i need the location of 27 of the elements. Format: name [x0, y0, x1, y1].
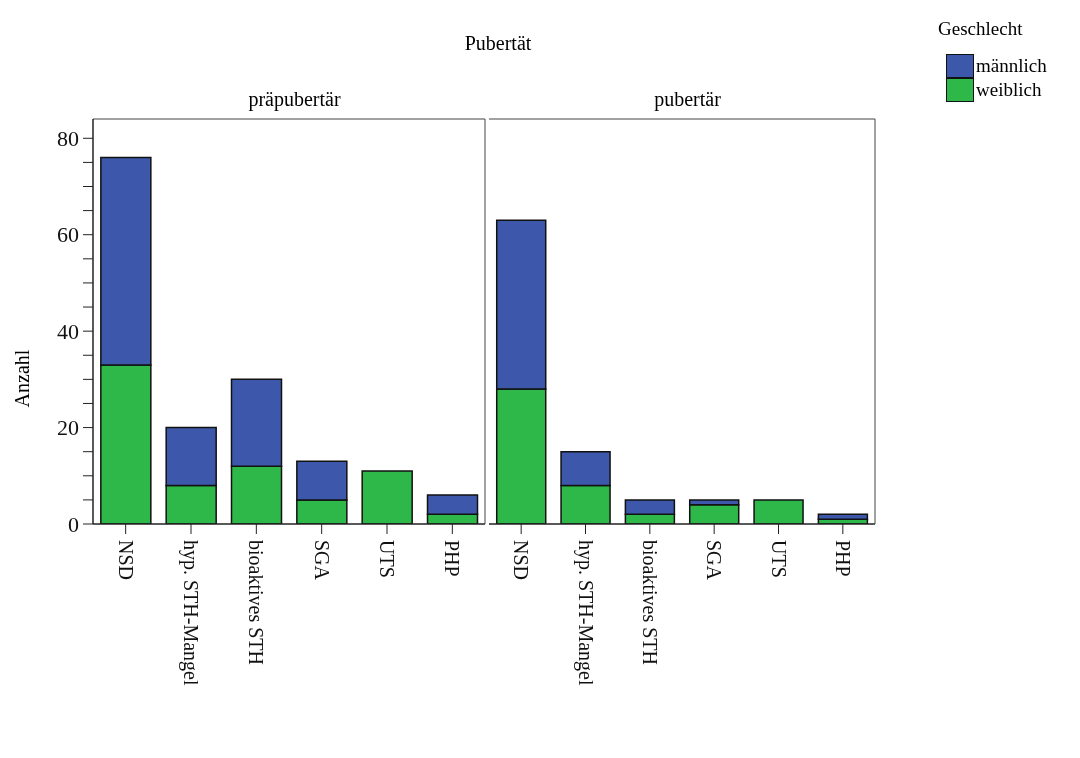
x-tick-label: UTS	[376, 540, 398, 578]
chart-title: präpubertär	[247, 88, 342, 111]
x-tick-label: bioaktives STH	[638, 540, 661, 665]
chart-title: pubertär	[653, 88, 722, 111]
x-tick-label: hyp. STH-Mangel	[179, 540, 202, 686]
x-tick-label: NSD	[114, 540, 137, 581]
x-tick-label: bioaktives STH	[245, 540, 268, 665]
bar	[361, 470, 413, 524]
legend-label: männlich	[976, 55, 1047, 77]
x-tick-label: PHP	[441, 540, 464, 577]
x-tick-label: hyp. STH-Mangel	[573, 540, 597, 686]
x-tick-label: NSD	[510, 540, 533, 581]
y-axis-title: Anzahl	[11, 349, 35, 407]
bar	[753, 499, 804, 524]
y-tick-label: 20	[57, 415, 79, 441]
y-tick-label: 80	[57, 125, 79, 151]
x-tick-label: SGA	[310, 540, 333, 581]
bar	[817, 513, 869, 520]
legend-label: weiblich	[976, 79, 1042, 101]
y-tick-label: 60	[57, 222, 79, 248]
text: Pubertät	[463, 32, 533, 55]
legend-title: Geschlecht	[938, 18, 1024, 40]
x-tick-label: UTS	[767, 540, 790, 578]
x-tick-label: SGA	[703, 540, 726, 581]
x-tick-label: PHP	[831, 540, 854, 577]
y-tick-label: 40	[57, 318, 79, 344]
y-tick-label: 0	[68, 511, 79, 537]
